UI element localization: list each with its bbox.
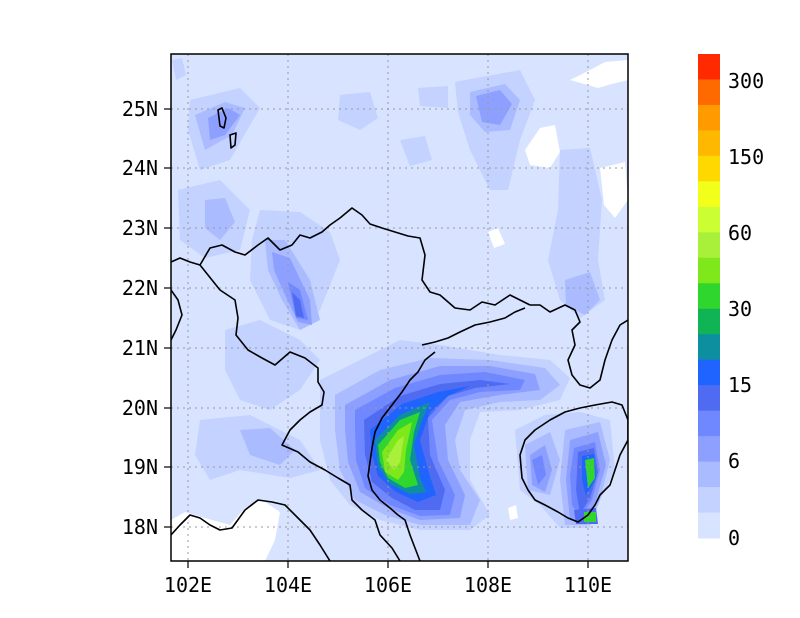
lon-label: 106E xyxy=(364,573,412,597)
colorbar-label: 60 xyxy=(728,221,752,245)
lon-ticks xyxy=(187,561,589,568)
lon-labels: 102E 104E 106E 108E 110E xyxy=(164,573,612,597)
colorbar-swatch xyxy=(698,104,720,131)
lat-label: 19N xyxy=(122,455,158,479)
colorbar-swatch xyxy=(698,512,720,539)
colorbar-swatch xyxy=(698,436,720,463)
lat-label: 18N xyxy=(122,515,158,539)
precip-level-lime xyxy=(386,436,404,470)
colorbar-swatch xyxy=(698,461,720,488)
grid-lines xyxy=(171,54,628,561)
colorbar-swatch xyxy=(698,206,720,233)
colorbar-label: 0 xyxy=(728,526,740,550)
zero-precip-patches xyxy=(171,60,628,561)
colorbar-label: 6 xyxy=(728,449,740,473)
colorbar-swatch xyxy=(698,359,720,386)
coastlines-borders xyxy=(171,107,628,561)
colorbar-swatch xyxy=(698,79,720,106)
lat-label: 23N xyxy=(122,216,158,240)
lon-label: 102E xyxy=(164,573,212,597)
lat-labels: 25N 24N 23N 22N 21N 20N 19N 18N xyxy=(122,97,158,539)
lat-label: 21N xyxy=(122,336,158,360)
colorbar-swatch xyxy=(698,54,720,80)
lat-ticks xyxy=(164,108,171,528)
colorbar-swatch xyxy=(698,308,720,335)
colorbar-swatch xyxy=(698,232,720,259)
colorbar-label: 300 xyxy=(728,69,764,93)
colorbar xyxy=(698,54,720,539)
colorbar-swatch xyxy=(698,410,720,437)
lat-label: 25N xyxy=(122,97,158,121)
colorbar-label: 150 xyxy=(728,145,764,169)
colorbar-labels: 300 150 60 30 15 6 0 xyxy=(728,69,764,550)
colorbar-swatch xyxy=(698,334,720,361)
map-plot-area xyxy=(171,54,628,561)
colorbar-label: 30 xyxy=(728,297,752,321)
colorbar-label: 15 xyxy=(728,373,752,397)
colorbar-swatch xyxy=(698,257,720,284)
lat-label: 24N xyxy=(122,156,158,180)
map-frame xyxy=(170,53,629,562)
colorbar-swatch xyxy=(698,130,720,157)
lon-label: 110E xyxy=(564,573,612,597)
lon-label: 108E xyxy=(464,573,512,597)
colorbar-swatch xyxy=(698,487,720,514)
colorbar-swatch xyxy=(698,155,720,182)
lat-label: 20N xyxy=(122,396,158,420)
colorbar-swatch xyxy=(698,181,720,208)
colorbar-swatch xyxy=(698,385,720,412)
lon-label: 104E xyxy=(264,573,312,597)
lat-label: 22N xyxy=(122,276,158,300)
colorbar-swatch xyxy=(698,283,720,310)
